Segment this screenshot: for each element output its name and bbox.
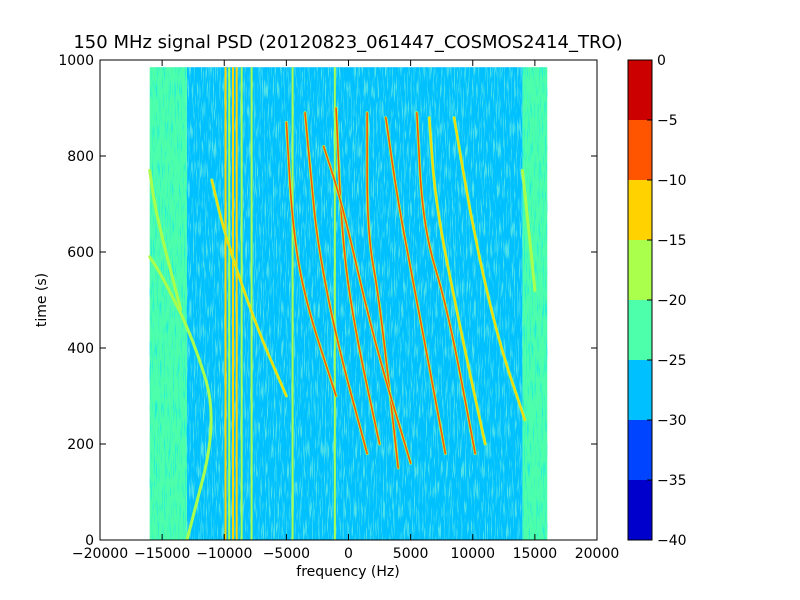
x-tick-label: −15000	[134, 546, 190, 562]
doppler-track	[148, 256, 212, 540]
y-axis-label: time (s)	[34, 273, 50, 327]
chart-title: 150 MHz signal PSD (20120823_061447_COSM…	[73, 32, 622, 53]
doppler-track	[366, 112, 399, 469]
doppler-track	[453, 116, 526, 421]
doppler-track	[428, 116, 486, 445]
colorbar-swatch	[628, 180, 652, 240]
doppler-track	[416, 112, 477, 455]
y-tick-label: 400	[67, 341, 94, 357]
doppler-track	[384, 116, 447, 455]
colorbar-swatch	[628, 360, 652, 420]
x-tick-label: 20000	[575, 546, 620, 562]
y-tick-label: 1000	[58, 53, 94, 69]
colorbar-swatch	[628, 60, 652, 120]
colorbar-tick-label: −35	[657, 473, 687, 489]
colorbar-tick-label: 0	[657, 53, 666, 69]
x-tick-label: −10000	[196, 546, 252, 562]
x-tick-label: −20000	[72, 546, 128, 562]
doppler-tracks	[148, 106, 537, 540]
colorbar-tick-label: −10	[657, 173, 687, 189]
doppler-track	[304, 112, 368, 455]
colorbar-tick-label: −5	[657, 113, 678, 129]
y-tick-label: 800	[67, 149, 94, 165]
colorbar-swatch	[628, 240, 652, 300]
plot-area	[100, 60, 597, 540]
doppler-track	[322, 145, 412, 464]
y-tick-label: 0	[85, 533, 94, 549]
x-axis: −20000 −15000 −10000 −5000 0 5000 10000 15000 20…	[72, 60, 619, 562]
doppler-track	[335, 107, 381, 445]
x-axis-label: frequency (Hz)	[296, 564, 399, 580]
spectrogram-background	[149, 67, 548, 540]
y-tick-label: 200	[67, 437, 94, 453]
colorbar-swatch	[628, 300, 652, 360]
colorbar-tick-label: −20	[657, 293, 687, 309]
doppler-track	[285, 121, 337, 397]
y-tick-label: 600	[67, 245, 94, 261]
colorbar-swatch	[628, 480, 652, 540]
colorbar-swatch	[628, 420, 652, 480]
y-axis: 0 200 400 600 800 1000	[58, 53, 597, 549]
x-tick-label: 10000	[450, 546, 495, 562]
colorbar-swatch	[628, 120, 652, 180]
colorbar: 0 −5 −10 −15 −20 −25 −30 −35 −40	[627, 53, 687, 549]
background-noise	[522, 67, 548, 540]
colorbar-tick-label: −25	[657, 353, 687, 369]
x-tick-label: 5000	[393, 546, 429, 562]
x-tick-label: 15000	[513, 546, 558, 562]
doppler-track	[211, 179, 288, 397]
colorbar-tick-label: −15	[657, 233, 687, 249]
colorbar-tick-label: −30	[657, 413, 687, 429]
background-noise	[149, 67, 187, 540]
doppler-track	[521, 169, 536, 292]
carrier-lines	[224, 67, 336, 540]
doppler-track	[148, 169, 182, 311]
x-tick-label: 0	[344, 546, 353, 562]
colorbar-tick-label: −40	[657, 533, 687, 549]
x-tick-label: −5000	[263, 546, 310, 562]
background-noise	[186, 67, 523, 540]
